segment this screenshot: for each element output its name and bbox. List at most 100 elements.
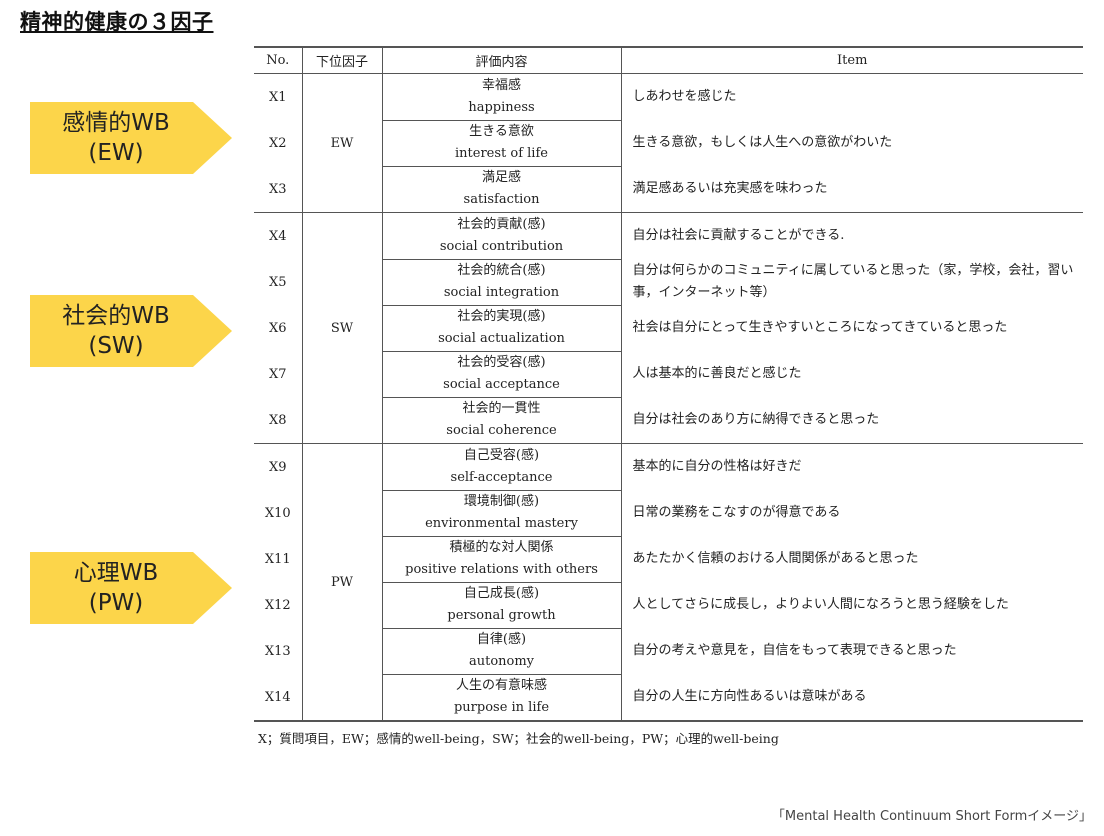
row-number: X14 <box>254 674 302 722</box>
subfactor-cell: 人生の有意味感 purpose in life <box>381 673 622 722</box>
table-row: X14 人生の有意味感 purpose in life 自分の人生に方向性あるいは意味… <box>254 673 1083 722</box>
subfactor-jp: 社会的一貫性 <box>462 401 541 417</box>
item-text: 自分は社会のあり方に納得できると思った <box>620 397 1083 444</box>
subfactor-en: happiness <box>468 99 535 115</box>
table-row: X6 社会的実現(感) social actualization 社会は自分にとって生… <box>254 304 1083 352</box>
subfactor-jp: 積極的な対人関係 <box>449 540 554 555</box>
subfactor-jp: 自律(感) <box>476 632 527 647</box>
subfactor-jp: 満足感 <box>481 170 521 186</box>
subfactor-jp: 自己受容(感) <box>463 447 540 463</box>
factor-label: 心理WB <box>73 560 159 586</box>
subfactor-jp: 環境制御(感) <box>463 494 540 509</box>
item-text: しあわせを感じた <box>620 73 1083 120</box>
subfactor-jp: 幸福感 <box>481 77 521 93</box>
row-number: X7 <box>268 366 287 382</box>
table-row: X12 自己成長(感) personal growth 人としてさらに成長し，よりよい… <box>254 581 1083 629</box>
subfactor-jp: 社会的受容(感) <box>457 355 546 370</box>
header-no: No. <box>254 46 302 74</box>
subfactor-en: social contribution <box>439 238 564 254</box>
row-number: X3 <box>268 181 287 197</box>
header-sub: 評価内容 <box>381 46 622 74</box>
table-row: X3 満足感 satisfaction 満足感あるいは充実感を味わった <box>254 165 1083 213</box>
row-number: X12 <box>264 597 291 613</box>
item-text: 人は基本的に善良だと感じた <box>620 351 1083 397</box>
item-text: 満足感あるいは充実感を味わった <box>620 166 1083 213</box>
subfactor-en: social actualization <box>438 331 565 346</box>
row-number: X2 <box>268 135 287 151</box>
subfactor-cell: 環境制御(感) environmental mastery <box>381 489 622 537</box>
table-row: X4 SW 社会的貢献(感) social contribution 自分は社会に貢献す… <box>254 212 1083 444</box>
table-row: X9 PW 自己受容(感) self-acceptance 基本的に自分の性格は好きだ <box>254 443 1083 722</box>
subfactor-cell: 自己受容(感) self-acceptance <box>381 443 622 491</box>
subfactor-en: social coherence <box>446 423 557 439</box>
table-row: X1 EW 幸福感 happiness しあわせを感じた <box>254 73 1083 213</box>
subfactor-cell: 自己成長(感) personal growth <box>381 581 622 629</box>
subfactor-cell: 自律(感) autonomy <box>381 627 622 675</box>
row-number: X1 <box>268 89 287 105</box>
subfactor-cell: 社会的統合(感) social integration <box>381 258 622 306</box>
factor-code-cell: PW <box>301 443 383 722</box>
subfactor-cell: 生きる意欲 interest of life <box>381 119 622 167</box>
factor-table: No. 下位因子 評価内容 Item X1 EW 幸福感 happiness しあわせを… <box>254 46 1083 722</box>
row-number: X13 <box>264 643 291 659</box>
row-number: X11 <box>264 551 291 567</box>
factor-code-cell: SW <box>301 212 383 444</box>
table-row: X5 社会的統合(感) social integration 自分は何らかのコミュニテ… <box>254 258 1083 306</box>
factor-code: (EW) <box>88 140 144 166</box>
subfactor-cell: 社会的貢献(感) social contribution <box>381 212 622 260</box>
factor-code-cell: EW <box>301 73 383 213</box>
factor-code: (SW) <box>88 333 144 359</box>
table-row: X7 社会的受容(感) social acceptance 人は基本的に善良だと感じた <box>254 350 1083 398</box>
subfactor-en: satisfaction <box>463 192 540 208</box>
item-text: 基本的に自分の性格は好きだ <box>620 443 1083 490</box>
subfactor-jp: 生きる意欲 <box>469 124 534 139</box>
factor-arrow-pw: 心理WB (PW) <box>30 552 232 624</box>
image-caption: 「Mental Health Continuum Short Formイメージ」 <box>771 809 1092 824</box>
factor-label: 感情的WB <box>62 110 170 136</box>
subfactor-en: personal growth <box>447 608 556 623</box>
row-number: X9 <box>254 443 302 490</box>
subfactor-jp: 人生の有意味感 <box>455 678 547 694</box>
subfactor-jp: 自己成長(感) <box>463 586 540 601</box>
row-number: X5 <box>268 274 287 290</box>
item-text: 自分は社会に貢献することができる. <box>620 212 1083 259</box>
item-text: 日常の業務をこなすのが得意である <box>620 490 1083 536</box>
row-number: X8 <box>268 412 287 428</box>
row-number: X6 <box>268 320 287 336</box>
table-header-row: No. 下位因子 評価内容 Item <box>254 46 1083 74</box>
item-text: 生きる意欲，もしくは人生への意欲がわいた <box>620 120 1083 166</box>
subfactor-en: social integration <box>443 285 560 300</box>
subfactor-en: interest of life <box>455 146 548 161</box>
factor-arrow-sw: 社会的WB (SW) <box>30 295 232 367</box>
item-text: 社会は自分にとって生きやすいところになってきていると思った <box>620 305 1083 351</box>
factor-label: 社会的WB <box>62 303 170 329</box>
factor-arrow-ew: 感情的WB (EW) <box>30 102 232 174</box>
footnote: X；質問項目，EW；感情的well-being，SW；社会的well-being… <box>258 731 779 746</box>
header-factor: 下位因子 <box>301 46 382 74</box>
subfactor-en: purpose in life <box>453 700 550 716</box>
subfactor-jp: 社会的貢献(感) <box>457 216 546 232</box>
table-row: X2 生きる意欲 interest of life 生きる意欲，もしくは人生への意欲が… <box>254 119 1083 167</box>
subfactor-cell: 満足感 satisfaction <box>381 165 622 213</box>
item-text: 自分は何らかのコミュニティに属していると思った（家，学校，会社，習い事，インター… <box>620 259 1083 305</box>
row-number: X4 <box>254 212 302 259</box>
subfactor-en: autonomy <box>468 654 535 669</box>
subfactor-cell: 幸福感 happiness <box>381 73 622 121</box>
subfactor-jp: 社会的実現(感) <box>457 309 546 324</box>
item-text: 自分の考えや意見を，自信をもって表現できると思った <box>620 628 1083 674</box>
subfactor-cell: 社会的受容(感) social acceptance <box>381 350 622 398</box>
subfactor-en: environmental mastery <box>425 516 578 531</box>
subfactor-jp: 社会的統合(感) <box>457 263 546 278</box>
subfactor-cell: 社会的一貫性 social coherence <box>381 396 622 444</box>
subfactor-en: social acceptance <box>443 377 560 392</box>
item-text: 人としてさらに成長し，よりよい人間になろうと思う経験をした <box>620 582 1083 628</box>
table-row: X13 自律(感) autonomy 自分の考えや意見を，自信をもって表現できると思っ… <box>254 627 1083 675</box>
subfactor-cell: 社会的実現(感) social actualization <box>381 304 622 352</box>
subfactor-cell: 積極的な対人関係 positive relations with others <box>381 535 622 583</box>
table-row: X10 環境制御(感) environmental mastery 日常の業務をこなす… <box>254 489 1083 537</box>
table-row: X11 積極的な対人関係 positive relations with other… <box>254 535 1083 583</box>
item-text: 自分の人生に方向性あるいは意味がある <box>620 674 1083 722</box>
factor-code: (PW) <box>88 590 144 616</box>
page-title: 精神的健康の３因子 <box>20 10 214 34</box>
subfactor-en: self-acceptance <box>450 469 553 485</box>
